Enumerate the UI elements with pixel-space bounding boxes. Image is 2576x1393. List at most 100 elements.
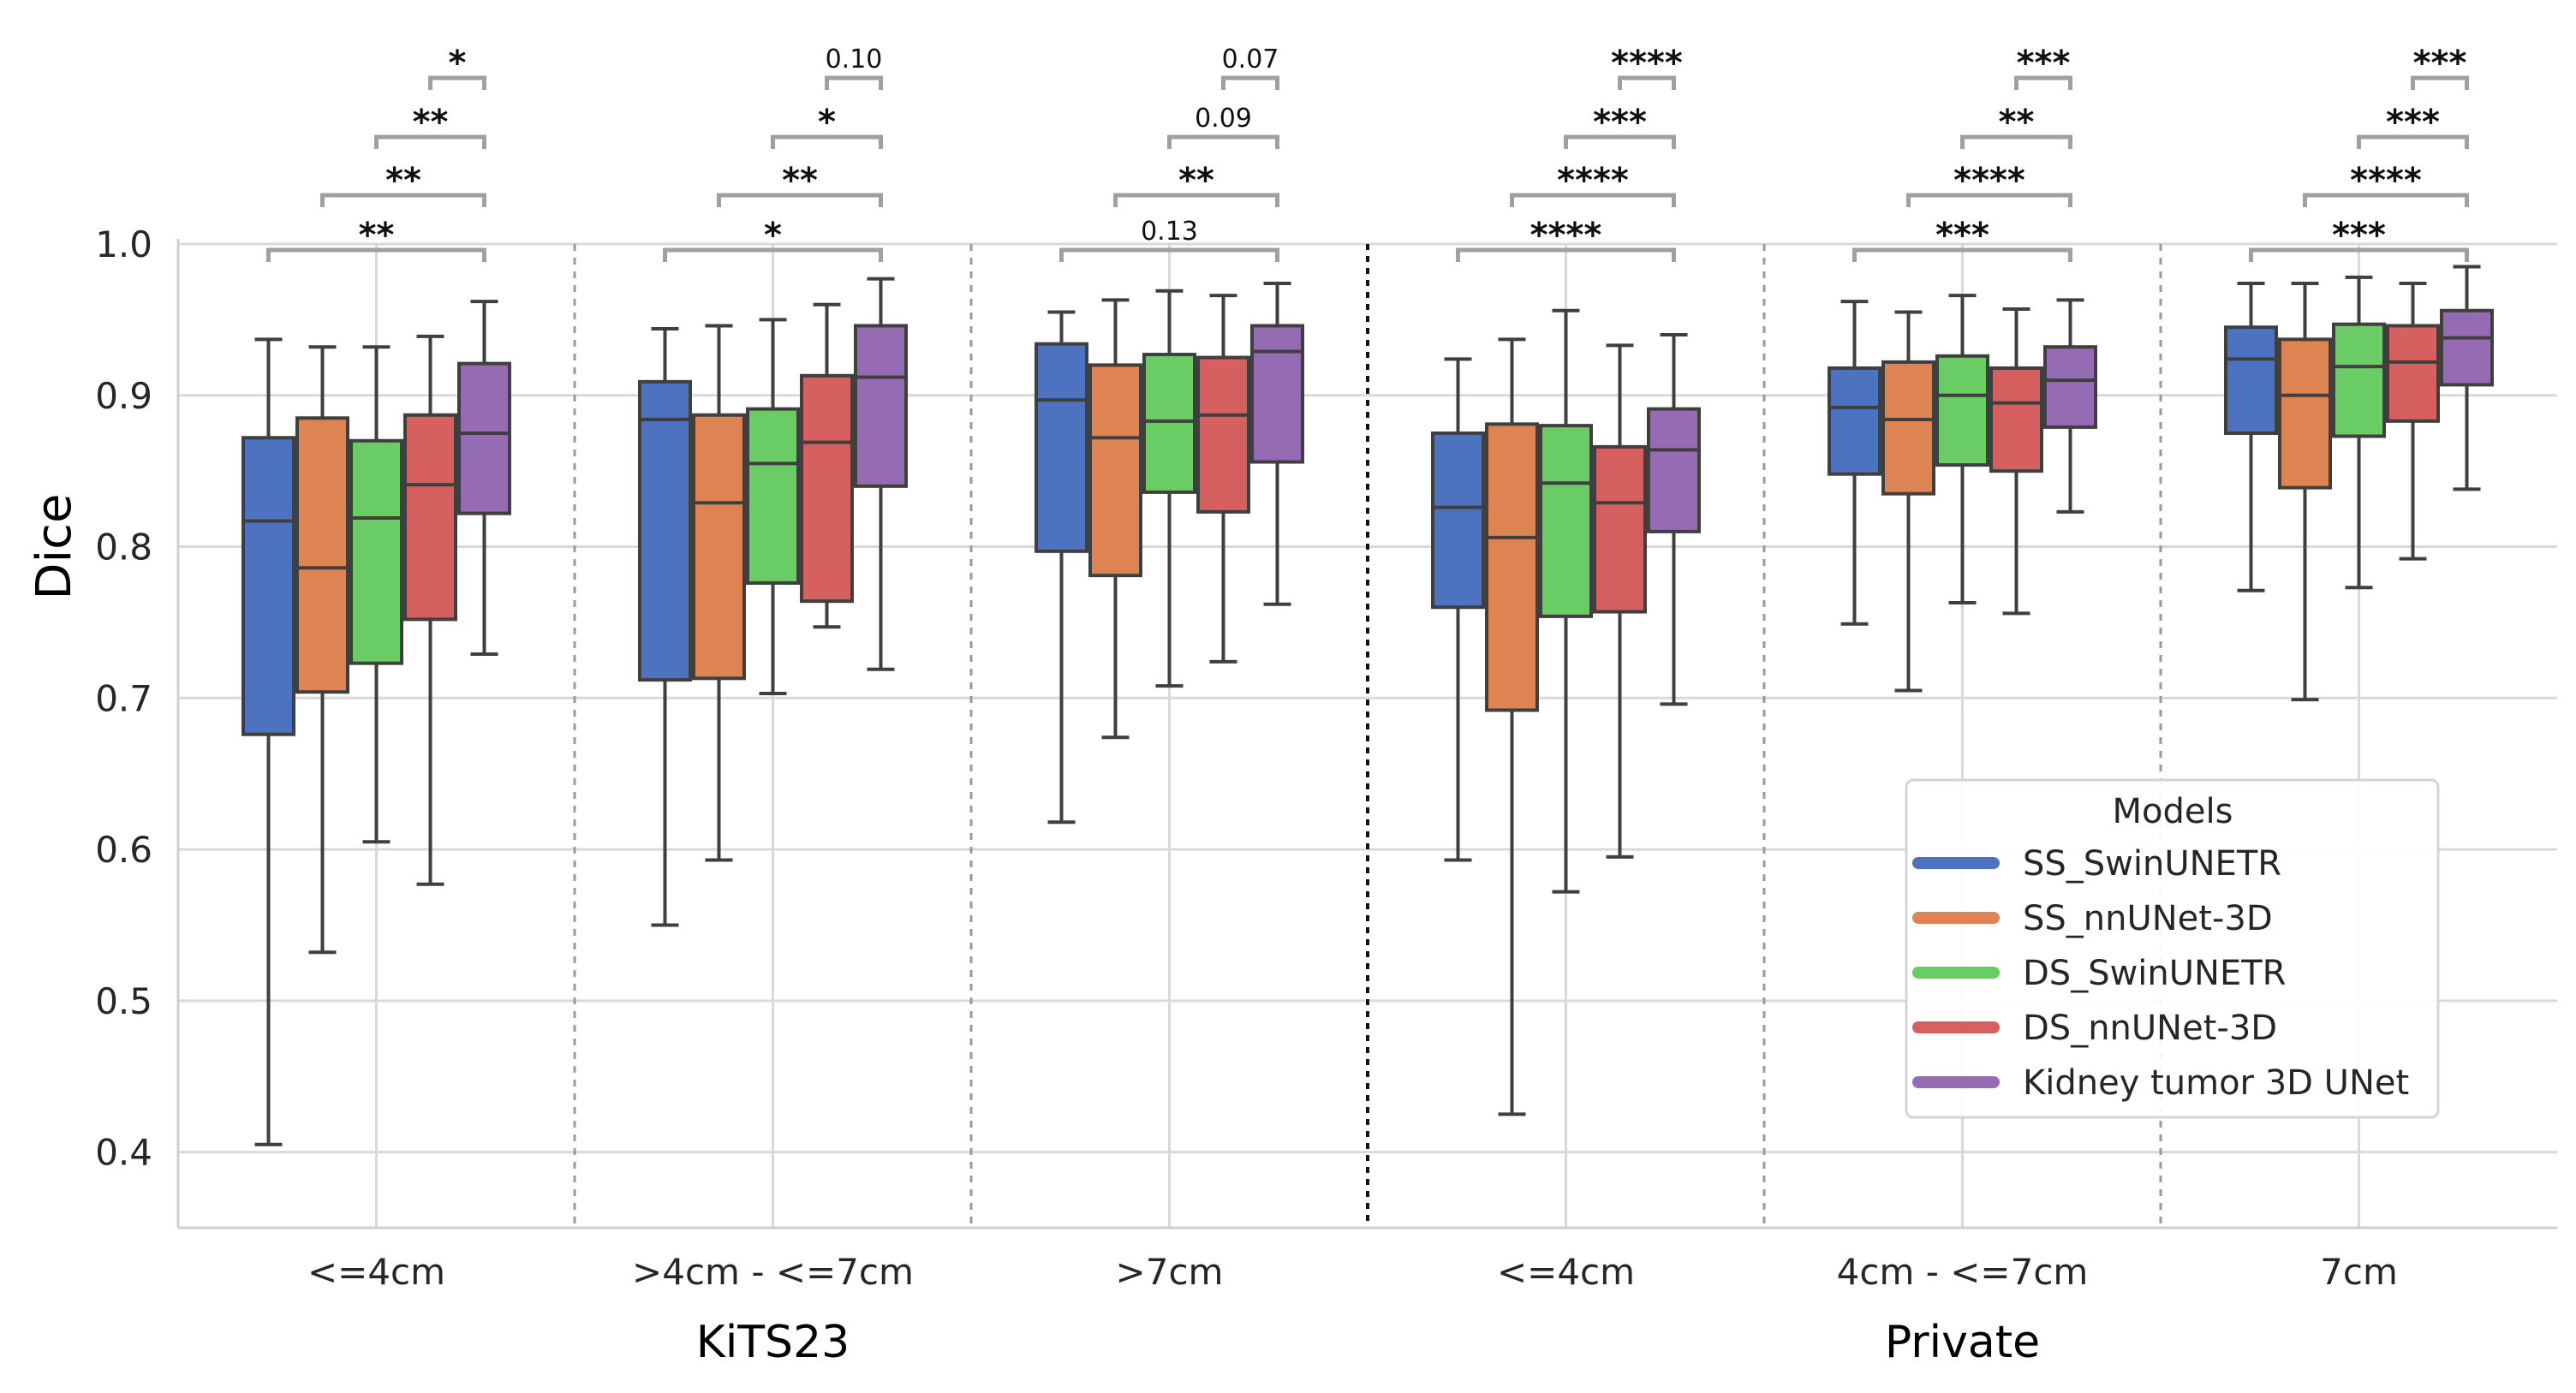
significance-stars: *** [2413, 44, 2467, 83]
significance-stars: ** [413, 103, 449, 142]
significance-bracket [428, 75, 486, 90]
significance-stars: *** [2386, 103, 2440, 142]
box-SS_nnUNet-3D [295, 345, 349, 955]
x-tick-label: 7cm [2320, 1251, 2398, 1293]
significance-stars: **** [1953, 161, 2025, 200]
significance-stars: **** [1557, 161, 1629, 200]
iqr-box [746, 407, 800, 585]
y-tick-label: 0.4 [95, 1132, 152, 1174]
box-SS_SwinUNETR [638, 326, 692, 927]
significance-bracket [1618, 75, 1676, 90]
significance-bracket [2411, 75, 2469, 90]
y-tick-label: 0.9 [95, 375, 152, 417]
significance-stars: * [449, 44, 467, 83]
significance-bracket [1059, 247, 1279, 262]
p-value-label: 0.10 [826, 45, 883, 74]
significance-stars: **** [1530, 216, 1602, 255]
iqr-box [2224, 325, 2278, 435]
box-Kidney tumor 3D UNet [2043, 298, 2097, 514]
box-DS_SwinUNETR [1539, 308, 1593, 894]
iqr-box [638, 379, 692, 682]
y-tick-label: 0.8 [95, 527, 152, 569]
box-Kidney tumor 3D UNet [1250, 281, 1304, 606]
legend-title: Models [2113, 792, 2233, 831]
significance-bracket [266, 247, 486, 262]
box-DS_nnUNet-3D [2386, 281, 2440, 561]
significance-bracket [374, 134, 486, 149]
significance-bracket [2357, 134, 2469, 149]
legend-box [1905, 778, 2440, 1119]
p-value-label: 0.07 [1222, 45, 1279, 74]
significance-stars: *** [2332, 216, 2386, 255]
iqr-box [1431, 431, 1485, 610]
box-DS_nnUNet-3D [1989, 307, 2043, 616]
box-SS_nnUNet-3D [1881, 310, 1935, 693]
box-DS_nnUNet-3D [1593, 343, 1647, 859]
iqr-box [692, 413, 746, 681]
iqr-box [349, 438, 403, 665]
box-SS_SwinUNETR [1828, 300, 1881, 626]
significance-bracket [1906, 193, 2072, 207]
significance-stars: **** [2350, 161, 2422, 200]
y-tick-label: 0.5 [95, 980, 152, 1022]
iqr-box [2332, 322, 2386, 438]
legend-label: SS_nnUNet-3D [2023, 899, 2273, 938]
significance-bracket [1510, 193, 1676, 207]
p-value-label: 0.13 [1141, 217, 1198, 247]
significance-bracket [663, 247, 883, 262]
box-DS_SwinUNETR [1142, 289, 1196, 688]
iqr-box [854, 324, 908, 488]
iqr-box [1196, 355, 1250, 514]
box-DS_nnUNet-3D [403, 334, 457, 886]
iqr-box [295, 416, 349, 694]
box-DS_SwinUNETR [2332, 275, 2386, 590]
legend-label: DS_nnUNet-3D [2023, 1009, 2277, 1048]
x-tick-label: >4cm - <=7cm [632, 1251, 914, 1293]
iqr-box [1989, 366, 2043, 473]
y-tick-label: 1.0 [95, 223, 152, 265]
significance-stars: * [818, 103, 836, 142]
significance-bracket [1221, 75, 1279, 90]
significance-stars: *** [1935, 216, 1989, 255]
significance-bracket [1564, 134, 1676, 149]
x-tick-label: >7cm [1116, 1251, 1224, 1293]
significance-bracket [1852, 247, 2072, 262]
iqr-box [457, 361, 511, 515]
dataset-label: Private [1885, 1317, 2040, 1368]
legend-label: DS_SwinUNETR [2023, 954, 2286, 993]
iqr-box [1250, 324, 1304, 464]
box-SS_nnUNet-3D [2278, 281, 2332, 702]
significance-bracket [1960, 134, 2072, 149]
box-SS_SwinUNETR [2224, 281, 2278, 592]
x-tick-label: <=4cm [307, 1251, 445, 1293]
significance-bracket [825, 75, 883, 90]
box-SS_nnUNet-3D [692, 324, 746, 862]
iqr-box [1593, 444, 1647, 614]
box-DS_SwinUNETR [746, 318, 800, 696]
significance-bracket [2014, 75, 2072, 90]
box-Kidney tumor 3D UNet [1647, 333, 1701, 706]
iqr-box [1539, 424, 1593, 618]
box-DS_nnUNet-3D [800, 302, 854, 629]
box-DS_SwinUNETR [1935, 294, 1989, 604]
iqr-box [242, 436, 295, 736]
box-SS_nnUNet-3D [1485, 337, 1539, 1116]
iqr-box [800, 373, 854, 604]
iqr-box [1647, 407, 1701, 533]
significance-bracket [1456, 247, 1676, 262]
significance-bracket [2249, 247, 2469, 262]
box-DS_nnUNet-3D [1196, 294, 1250, 664]
significance-bracket [771, 134, 883, 149]
box-Kidney tumor 3D UNet [457, 300, 511, 657]
significance-stars: **** [1611, 44, 1683, 83]
iqr-box [1088, 363, 1142, 578]
significance-bracket [2303, 193, 2469, 207]
iqr-box [1485, 422, 1539, 712]
iqr-box [2043, 345, 2097, 429]
p-value-label: 0.09 [1195, 104, 1252, 134]
x-tick-label: 4cm - <=7cm [1837, 1251, 2089, 1293]
significance-bracket [320, 193, 486, 207]
iqr-box [403, 413, 457, 622]
significance-stars: ** [1999, 103, 2035, 142]
significance-stars: ** [385, 161, 421, 200]
